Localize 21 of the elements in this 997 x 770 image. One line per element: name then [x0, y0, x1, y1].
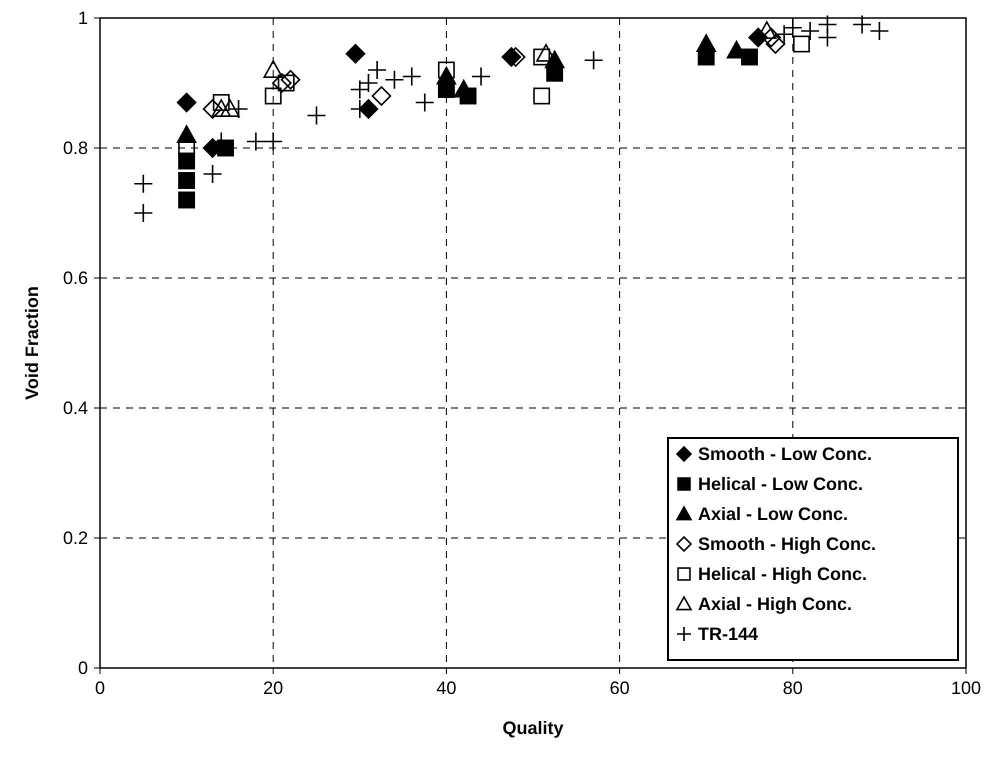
- y-axis-title: Void Fraction: [22, 286, 42, 400]
- x-tick-label: 100: [950, 678, 982, 698]
- legend-label: Helical - Low Conc.: [698, 474, 864, 494]
- x-tick-label: 20: [263, 678, 284, 698]
- legend-label: Smooth - High Conc.: [698, 534, 876, 554]
- legend-label: Smooth - Low Conc.: [698, 444, 872, 464]
- y-tick-label: 0: [78, 658, 88, 678]
- y-tick-label: 0.8: [62, 138, 88, 158]
- y-tick-label: 0.2: [62, 528, 88, 548]
- x-tick-label: 80: [782, 678, 803, 698]
- x-tick-label: 0: [94, 678, 106, 698]
- legend-label: TR-144: [698, 624, 758, 644]
- x-tick-label: 60: [610, 678, 630, 698]
- y-tick-label: 0.6: [62, 268, 88, 288]
- legend-label: Axial - High Conc.: [698, 594, 852, 614]
- y-tick-label: 1: [78, 8, 88, 28]
- legend-label: Helical - High Conc.: [698, 564, 868, 584]
- y-tick-label: 0.4: [62, 398, 88, 418]
- legend-label: Axial - Low Conc.: [698, 504, 848, 524]
- x-tick-label: 40: [436, 678, 456, 698]
- x-axis-title: Quality: [502, 718, 564, 738]
